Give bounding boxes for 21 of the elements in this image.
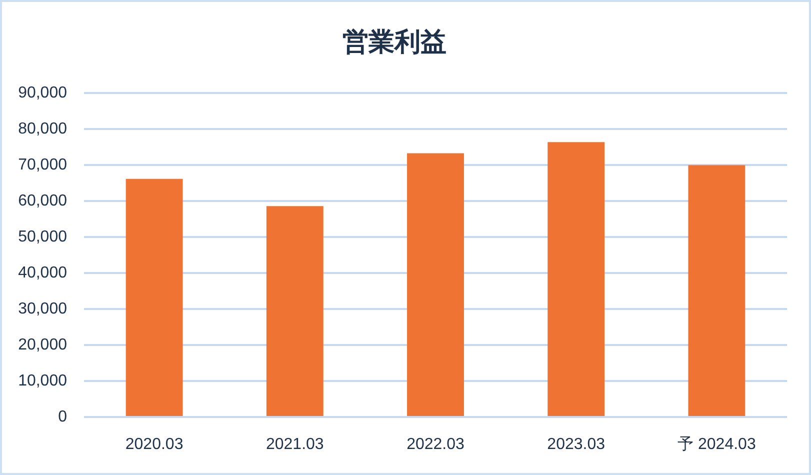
y-tick-label: 40,000 (18, 264, 68, 282)
y-tick-label: 0 (58, 408, 68, 426)
x-tick-label: 2022.03 (406, 436, 465, 454)
y-tick-label: 20,000 (18, 336, 68, 354)
bar (407, 153, 464, 416)
x-tick-label: 2020.03 (125, 436, 184, 454)
y-tick-label: 70,000 (18, 156, 68, 174)
bar (688, 165, 746, 416)
x-tick-label: 予 2024.03 (678, 436, 756, 454)
y-tick-label: 30,000 (18, 300, 68, 318)
bar (266, 206, 324, 416)
bar (126, 178, 183, 416)
x-tick-label: 2021.03 (266, 436, 324, 454)
y-tick-label: 10,000 (18, 372, 68, 390)
y-tick-label: 60,000 (18, 192, 68, 210)
y-tick-label: 90,000 (18, 84, 68, 102)
bar (548, 142, 605, 416)
y-tick-label: 80,000 (18, 120, 68, 138)
chart-title: 営業利益 (342, 27, 446, 58)
y-tick-label: 50,000 (18, 228, 68, 246)
x-tick-label: 2023.03 (547, 436, 606, 454)
